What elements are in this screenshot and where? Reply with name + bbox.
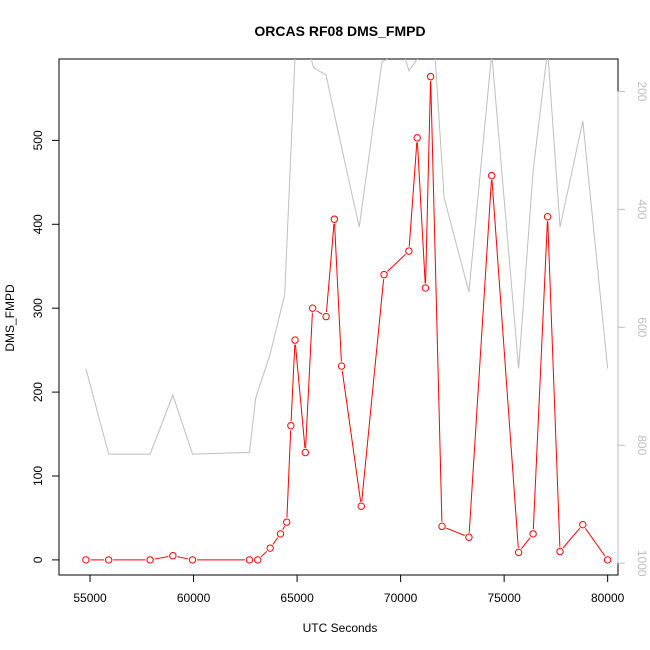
primary-series-segment — [430, 81, 443, 522]
primary-series-point — [146, 556, 154, 564]
y-tick-label: 0 — [31, 556, 45, 563]
primary-series-layer — [82, 72, 612, 564]
primary-series-segment — [290, 344, 296, 422]
primary-series-segment — [341, 370, 362, 502]
y-tick-label: 500 — [31, 130, 45, 150]
secondary-series-line — [85, 59, 609, 455]
primary-series-point — [169, 552, 177, 560]
y2-tick-label: 600 — [635, 317, 649, 337]
primary-series-segment — [425, 81, 432, 284]
primary-series-segment — [325, 223, 335, 313]
plot-frame — [58, 58, 619, 576]
primary-series-segment — [416, 142, 426, 284]
primary-series-point — [330, 215, 339, 223]
primary-series-point — [276, 530, 285, 538]
y-axis-label: DMS_FMPD — [3, 284, 17, 352]
primary-series-segment — [154, 556, 169, 560]
primary-series-point — [556, 547, 564, 556]
chart-title: ORCAS RF08 DMS_FMPD — [254, 23, 425, 39]
y2-tick-label: 200 — [635, 81, 649, 101]
primary-series-segment — [272, 537, 279, 545]
primary-series-point — [529, 530, 537, 538]
primary-series-point — [603, 556, 612, 564]
primary-series-segment — [286, 430, 292, 518]
y-tick-label: 200 — [31, 382, 45, 402]
primary-series-point — [421, 284, 430, 292]
primary-series-segment — [334, 223, 342, 362]
primary-series-segment — [361, 279, 385, 502]
x-tick-label: 80000 — [591, 591, 625, 605]
primary-series-point — [514, 548, 523, 557]
primary-series-point — [357, 502, 365, 510]
primary-series-segment — [294, 344, 306, 448]
primary-series-segment — [387, 253, 406, 272]
x-tick-label: 75000 — [487, 591, 521, 605]
y-tick-label: 300 — [31, 298, 45, 318]
primary-series-point — [465, 533, 473, 541]
primary-series-point — [104, 556, 113, 564]
primary-series-point — [543, 213, 552, 221]
x-tick-label: 65000 — [280, 591, 314, 605]
primary-series-point — [188, 556, 197, 564]
primary-series-segment — [177, 556, 189, 560]
primary-series-point — [266, 544, 274, 552]
primary-series-segment — [305, 312, 313, 448]
primary-series-segment — [282, 525, 286, 531]
primary-series-segment — [316, 310, 323, 315]
primary-series-point — [426, 72, 435, 81]
primary-series-point — [337, 362, 346, 370]
primary-series-point — [245, 556, 254, 564]
x-tick-label: 60000 — [177, 591, 211, 605]
primary-series-point — [287, 421, 295, 430]
primary-series-point — [308, 304, 317, 312]
primary-series-point — [254, 556, 262, 564]
primary-series-segment — [408, 142, 418, 247]
primary-series-point — [322, 312, 330, 321]
primary-series-point — [405, 247, 413, 255]
primary-series-segment — [521, 537, 531, 550]
primary-series-segment — [562, 527, 581, 549]
primary-series-segment — [547, 221, 561, 547]
primary-series-point — [301, 448, 310, 457]
primary-series-segment — [532, 221, 548, 530]
y-axis: 0 100 200 300 400 500 — [31, 130, 60, 563]
primary-series-point — [579, 520, 587, 529]
primary-series-segment — [260, 550, 268, 558]
primary-series-point — [488, 171, 496, 180]
y2-tick-label: 400 — [635, 199, 649, 219]
primary-series-point — [82, 556, 90, 564]
primary-series-point — [283, 518, 291, 526]
primary-series-segment — [468, 180, 492, 533]
y2-tick-label: 1000 — [635, 550, 649, 577]
primary-series-point — [380, 270, 388, 279]
y2-axis: 200 400 600 800 1000 — [617, 81, 649, 577]
x-tick-label: 70000 — [384, 591, 418, 605]
x-axis-label: UTC Seconds — [303, 621, 378, 635]
primary-series-segment — [585, 528, 606, 557]
primary-series-segment — [491, 180, 519, 548]
secondary-series-layer — [85, 59, 609, 455]
x-axis: 55000 60000 65000 70000 75000 80000 — [73, 574, 625, 605]
y-tick-label: 400 — [31, 214, 45, 234]
y2-tick-label: 800 — [635, 435, 649, 455]
primary-series-point — [291, 336, 299, 344]
primary-series-point — [413, 134, 421, 142]
y-tick-label: 100 — [31, 466, 45, 486]
primary-series-segment — [446, 527, 465, 536]
primary-series-point — [438, 522, 446, 531]
x-tick-label: 55000 — [73, 591, 107, 605]
